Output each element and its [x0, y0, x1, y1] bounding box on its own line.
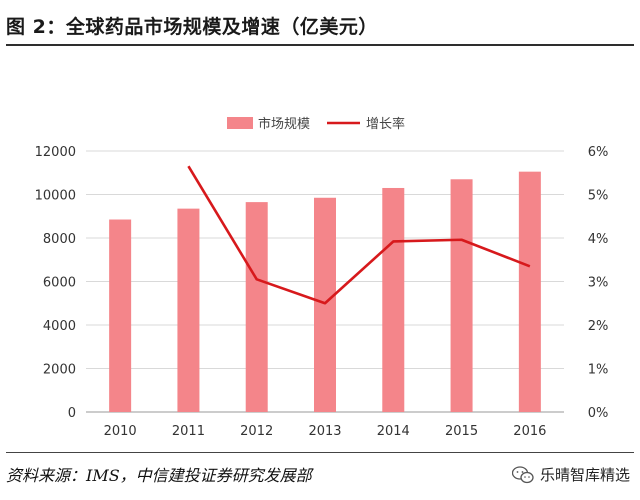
- bottom-divider: [6, 452, 634, 453]
- x-tick-label: 2014: [377, 424, 410, 439]
- watermark: 乐晴智库精选: [511, 464, 630, 485]
- legend-label-bar: 市场规模: [258, 116, 310, 132]
- bar: [382, 187, 405, 412]
- y-tick-label: 6000: [43, 276, 76, 291]
- x-tick-label: 2016: [513, 424, 546, 439]
- bar-series: [109, 171, 541, 412]
- y-tick-label: 12000: [35, 145, 76, 160]
- axes: 0 2000 4000 6000 8000 10000 12000 0% 1% 2% 3% 4% 5% 6…: [35, 145, 609, 439]
- y2-tick-label: 1%: [588, 363, 609, 378]
- x-tick-label: 2015: [445, 424, 478, 439]
- bar: [245, 202, 268, 412]
- y-tick-label: 4000: [43, 319, 76, 334]
- y-tick-label: 8000: [43, 232, 76, 247]
- y-tick-label: 10000: [35, 189, 76, 204]
- line-series: [187, 165, 531, 305]
- x-tick-label: 2013: [308, 424, 341, 439]
- bar: [109, 219, 132, 412]
- bar: [314, 197, 336, 412]
- legend-label-line: 增长率: [366, 116, 405, 132]
- x-tick-label: 2011: [172, 424, 205, 439]
- y2-tick-label: 4%: [588, 232, 609, 247]
- bar: [518, 171, 541, 412]
- x-tick-label: 2012: [240, 424, 273, 439]
- x-tick-label: 2010: [104, 424, 137, 439]
- legend-item-bar: 市场规模: [227, 116, 310, 132]
- y2-tick-label: 6%: [588, 145, 609, 160]
- y2-tick-label: 2%: [588, 319, 609, 334]
- legend-swatch-bar: [227, 117, 253, 129]
- watermark-text: 乐晴智库精选: [539, 466, 630, 484]
- y2-tick-label: 3%: [588, 276, 609, 291]
- y2-tick-label: 0%: [588, 406, 609, 421]
- growth-line: [187, 165, 531, 305]
- title-divider: [6, 44, 634, 46]
- figure-title: 图 2：全球药品市场规模及增速（亿美元）: [6, 16, 378, 38]
- y-tick-label: 0: [68, 406, 76, 421]
- bar: [450, 179, 473, 412]
- wechat-icon: [511, 465, 534, 483]
- legend: 市场规模 增长率: [227, 116, 405, 132]
- bar: [177, 208, 200, 412]
- y2-tick-label: 5%: [588, 189, 609, 204]
- y-tick-label: 2000: [43, 363, 76, 378]
- legend-item-line: 增长率: [327, 116, 405, 132]
- source-note: 资料来源：IMS，中信建投证券研究发展部: [6, 466, 312, 485]
